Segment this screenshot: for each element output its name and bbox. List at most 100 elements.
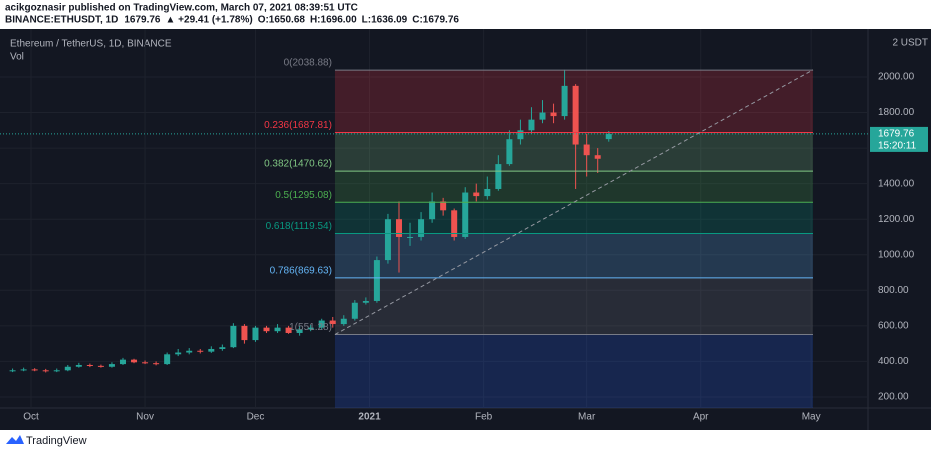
plot-area: 0(2038.88) 0.236(1687.81) 0.382(1470.62) 0.… [0,29,868,408]
candle-body [561,85,568,117]
candle-body [175,352,182,355]
candle-body [594,155,601,159]
trend-line [334,69,814,335]
candle-body [131,359,138,363]
candle-body [241,325,248,341]
candle-body [373,260,380,301]
candle-body [473,192,480,197]
candle-body [285,327,292,333]
y-tick-label: 1000.00 [878,249,915,260]
y-tick-label: 800.00 [878,285,909,296]
candle-body [362,300,369,303]
x-tick-label: 2021 [358,412,381,423]
candle-body [318,320,325,328]
candle-body [462,192,469,237]
x-tick-label: Apr [693,412,709,423]
candle-body [108,364,115,367]
candle-body [20,369,27,371]
candle-body [605,133,612,140]
y-tick-label: 400.00 [878,356,909,367]
fib-zone [334,202,813,234]
header-value: 1679.76 [124,15,161,26]
chart-title: Ethereum / TetherUS, 1D, BINANCE [10,39,172,50]
y-tick-label: 1800.00 [878,107,915,118]
header-value: C:1679.76 [412,15,459,26]
candle-body [164,354,171,365]
last-price-label: 1679.76 [878,129,915,140]
candle-body [186,350,193,353]
candle-body [484,188,491,197]
candle-body [351,302,358,319]
candle-body [395,219,402,237]
fib-label: 0.5(1295.08) [275,190,332,201]
candle-body [539,112,546,120]
candle-body [572,85,579,145]
brand: TradingView [26,435,87,447]
fib-zone-below [334,334,813,408]
fib-label: 0.236(1687.81) [264,120,332,131]
y-tick-label: 200.00 [878,392,909,403]
volume-label: Vol [10,52,24,63]
x-tick-label: Oct [23,412,39,423]
candle-body [75,364,82,367]
x-tick-label: May [802,412,821,423]
candle-body [274,327,281,332]
candle-body [31,369,38,371]
currency-label: 2 USDT [892,38,928,49]
candle-body [495,164,502,189]
candle-body [550,112,557,117]
candle-body [307,327,314,330]
y-tick-label: 600.00 [878,321,909,332]
candle-body [219,347,226,349]
fib-zone [334,171,813,203]
candle-body [517,130,524,140]
candle-body [329,320,336,325]
candle-body [440,201,447,211]
x-tick-label: Nov [136,412,154,423]
candle-body [142,362,149,364]
x-tick-label: Mar [578,412,596,423]
candle-body [86,364,93,366]
candle-body [384,219,391,261]
published-note: acikgoznasir published on TradingView.co… [5,3,358,14]
header-value: L:1636.09 [362,15,408,26]
fib-label: 0.382(1470.62) [264,159,332,170]
fib-zone [334,277,813,335]
y-tick-label: 1400.00 [878,178,915,189]
candle-body [42,370,49,372]
fib-zone [334,233,813,278]
header-value: H:1696.00 [310,15,357,26]
candle-body [506,139,513,165]
candle-body [429,201,436,220]
candle-body [451,210,458,237]
candle-body [528,119,535,131]
candle-body [407,236,414,238]
x-tick-label: Dec [247,412,265,423]
candle-body [119,359,126,365]
candle-body [230,325,237,348]
x-tick-label: Feb [475,412,493,423]
candle-body [197,350,204,352]
footer-logo: TradingView [6,435,87,447]
candle-body [583,144,590,156]
candle-body [418,219,425,237]
header-value: O:1650.68 [258,15,306,26]
logo-icon [6,435,24,444]
fib-label: 1(551.28) [289,322,332,333]
header-value: ▲ +29.41 (+1.78%) [166,15,253,26]
fib-label: 0.786(869.63) [270,266,332,277]
candle-body [263,327,270,332]
candle-body [97,365,104,367]
fib-label: 0(2038.88) [284,58,332,69]
candle-body [296,329,303,333]
symbol-line: BINANCE:ETHUSDT, 1D 1679.76 ▲ +29.41 (+1.… [5,15,459,26]
candle-body [340,318,347,325]
last-price-box [870,126,928,152]
candle-body [252,327,259,341]
y-tick-label: 2000.00 [878,72,915,83]
fib-label: 0.618(1119.54) [266,221,332,232]
candle-body [208,348,215,352]
candle-body [64,366,71,371]
candle-body [153,363,160,365]
